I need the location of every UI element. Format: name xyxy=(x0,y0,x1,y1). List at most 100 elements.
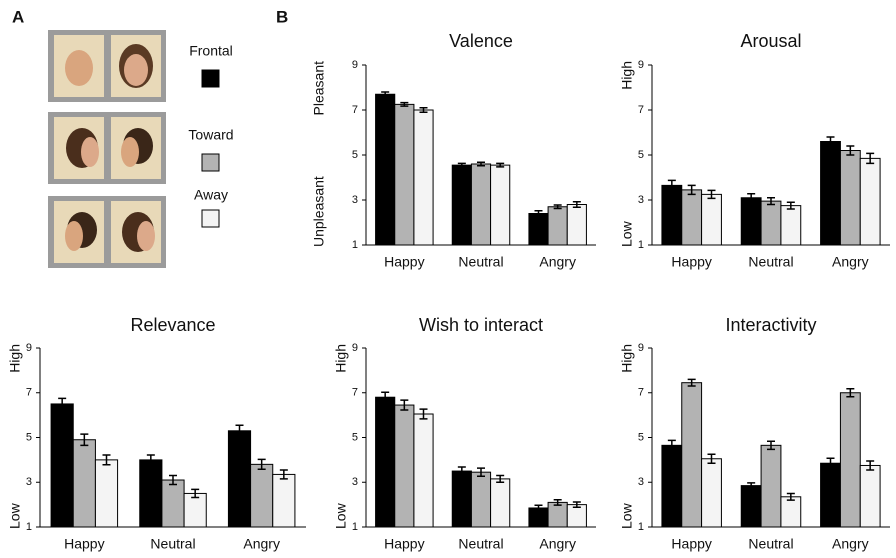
bar xyxy=(547,501,568,528)
x-tick-label: Happy xyxy=(64,536,104,552)
legend-swatch xyxy=(201,209,220,228)
chart-title: Valence xyxy=(449,31,513,51)
error-bar xyxy=(381,91,390,98)
bar xyxy=(375,93,396,246)
bar xyxy=(661,444,683,528)
error-bar xyxy=(866,152,875,165)
y-tick-label: 1 xyxy=(638,239,644,251)
bar xyxy=(161,479,185,528)
error-bar xyxy=(747,192,756,203)
y-axis-label: Low xyxy=(619,220,635,247)
x-tick-label: Angry xyxy=(539,254,576,270)
y-tick-label: 5 xyxy=(638,149,644,161)
error-bar xyxy=(707,189,716,200)
y-tick-label: 9 xyxy=(638,342,644,354)
error-bar xyxy=(58,397,67,411)
error-bar xyxy=(191,488,200,499)
face xyxy=(65,50,93,86)
y-tick-label: 7 xyxy=(638,387,644,399)
y-axis-label: High xyxy=(7,344,23,373)
bar xyxy=(413,109,434,246)
bar xyxy=(490,478,511,528)
y-tick-label: 5 xyxy=(352,149,358,161)
bar xyxy=(661,184,683,246)
y-tick-label: 5 xyxy=(352,431,358,443)
bar xyxy=(859,464,881,528)
x-tick-label: Angry xyxy=(832,254,869,270)
error-bar xyxy=(866,460,875,471)
bar xyxy=(740,485,762,528)
error-bar xyxy=(169,474,177,486)
panel-label: A xyxy=(12,7,24,26)
error-bar xyxy=(257,458,266,471)
y-axis-label: Pleasant xyxy=(311,61,327,116)
y-tick-label: 5 xyxy=(26,431,32,443)
x-tick-label: Neutral xyxy=(458,254,503,270)
y-axis-label: Low xyxy=(7,502,23,529)
face xyxy=(124,54,148,86)
error-bar xyxy=(496,474,505,483)
stimulus-panel xyxy=(48,30,166,268)
error-bar xyxy=(534,504,543,512)
error-bar xyxy=(496,162,505,168)
bar xyxy=(780,496,802,528)
error-bar xyxy=(235,424,244,438)
y-tick-label: 9 xyxy=(352,59,358,71)
bar xyxy=(394,404,415,528)
chart-title: Relevance xyxy=(130,315,215,335)
y-tick-label: 7 xyxy=(26,387,32,399)
error-bar xyxy=(553,204,562,210)
error-bar xyxy=(846,387,855,398)
bar xyxy=(839,150,861,246)
chart-title: Wish to interact xyxy=(419,315,543,335)
y-axis-label: Unpleasant xyxy=(311,176,327,247)
chart-title: Arousal xyxy=(740,31,801,51)
x-tick-label: Angry xyxy=(243,536,280,552)
face xyxy=(137,221,155,251)
face xyxy=(81,137,99,167)
legend-label: Toward xyxy=(188,127,233,143)
error-bar xyxy=(826,136,835,147)
bar xyxy=(528,213,549,246)
x-tick-label: Happy xyxy=(671,254,711,270)
y-tick-label: 7 xyxy=(352,104,358,116)
y-tick-label: 3 xyxy=(26,476,32,488)
error-bar xyxy=(846,145,855,156)
y-tick-label: 9 xyxy=(352,342,358,354)
error-bar xyxy=(279,469,288,480)
error-bar xyxy=(826,457,835,469)
y-tick-label: 1 xyxy=(352,521,358,533)
y-axis-label: High xyxy=(619,61,635,90)
bar xyxy=(740,197,762,246)
y-axis-label: Low xyxy=(333,502,349,529)
error-bar xyxy=(400,101,409,107)
bar xyxy=(681,382,703,528)
face xyxy=(121,137,139,167)
bar xyxy=(859,157,881,246)
x-tick-label: Happy xyxy=(384,536,424,552)
error-bar xyxy=(419,107,428,113)
y-tick-label: 7 xyxy=(352,387,358,399)
bar xyxy=(183,492,207,528)
error-bar xyxy=(786,492,795,501)
bar xyxy=(272,473,296,528)
error-bar xyxy=(767,440,775,451)
error-bar xyxy=(572,501,581,509)
error-bar xyxy=(687,184,696,196)
error-bar xyxy=(667,439,676,452)
y-tick-label: 3 xyxy=(352,476,358,488)
face xyxy=(65,221,83,251)
error-bar xyxy=(572,201,581,208)
bar xyxy=(250,463,274,528)
error-bar xyxy=(553,498,562,506)
bar xyxy=(413,413,434,528)
bar xyxy=(375,396,396,528)
error-bar xyxy=(667,179,676,192)
bar xyxy=(780,205,802,246)
y-tick-label: 5 xyxy=(638,431,644,443)
error-bar xyxy=(102,454,111,466)
bar xyxy=(470,163,492,246)
x-tick-label: Happy xyxy=(384,254,424,270)
